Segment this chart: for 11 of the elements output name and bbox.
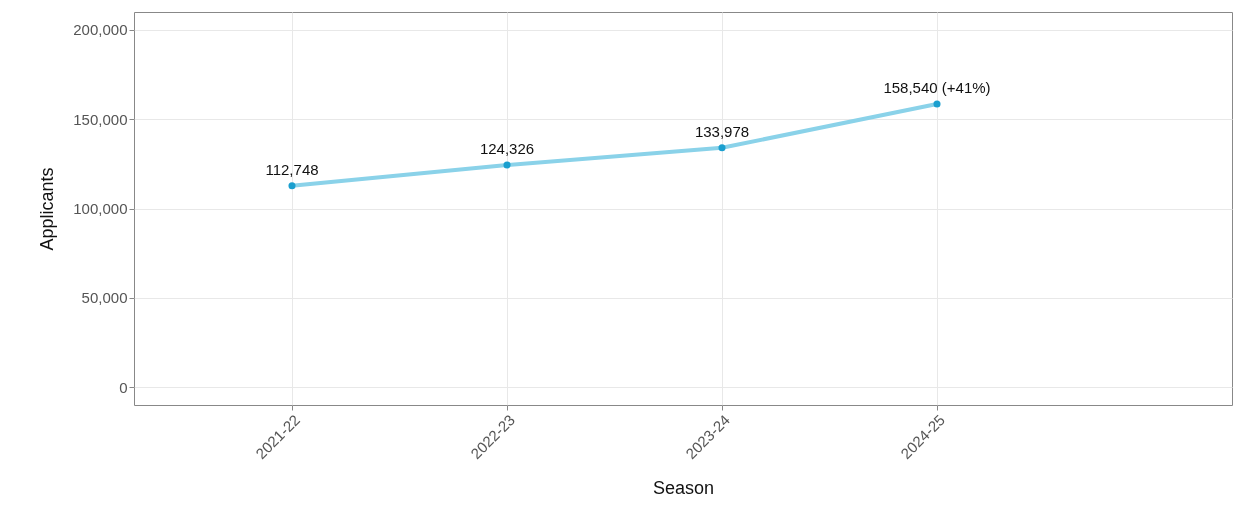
data-label: 124,326	[479, 140, 535, 158]
y-tick-label: 50,000	[81, 289, 128, 307]
data-label: 112,748	[265, 160, 319, 178]
y-tick-label: 150,000	[73, 110, 128, 128]
y-tick-label: 0	[119, 378, 128, 396]
y-tick-label: 200,000	[73, 21, 128, 39]
data-label: 133,978	[694, 122, 750, 140]
y-axis-title: Applicants	[37, 167, 58, 251]
x-axis-title: Season	[652, 478, 715, 499]
data-label: 158,540 (+41%)	[883, 78, 991, 96]
y-tick-label: 100,000	[73, 200, 128, 217]
